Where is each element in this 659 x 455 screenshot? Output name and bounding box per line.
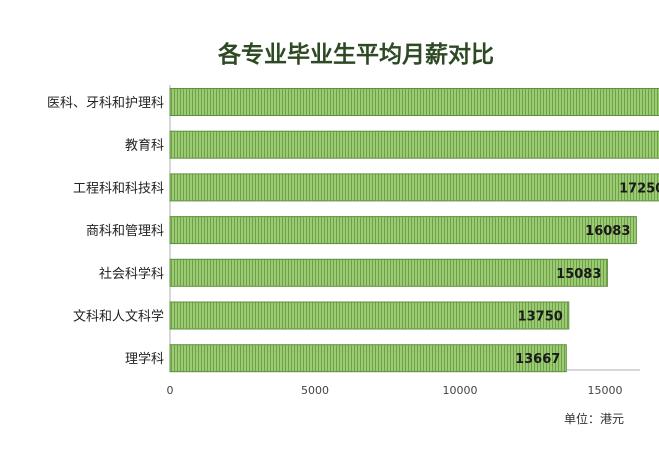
data-label: 15083: [556, 267, 601, 282]
category-label: 理学科: [125, 351, 164, 367]
category-label: 商科和管理科: [86, 224, 164, 239]
data-label: 13750: [518, 310, 563, 325]
bar: [169, 88, 659, 116]
category-label: 社会科学科: [99, 266, 164, 282]
bar: [169, 301, 570, 330]
bar: [169, 130, 659, 159]
data-label: 17250: [619, 181, 659, 196]
bar: [169, 258, 608, 287]
data-label: 16083: [585, 224, 630, 239]
unit-note: 单位：港元: [564, 411, 624, 426]
category-label: 文科和人文科学: [73, 309, 164, 325]
category-label: 工程科和科技科: [73, 181, 164, 196]
bar: [169, 216, 637, 245]
x-tick-label: 0: [167, 384, 174, 397]
value-labels: 31583210831725016083150831375013667: [515, 181, 659, 367]
x-tick-label: 5000: [301, 384, 329, 397]
chart-title: 各专业毕业生平均月薪对比: [217, 41, 494, 68]
data-label: 13667: [515, 352, 560, 367]
bars-group: [169, 88, 659, 373]
bar: [169, 173, 659, 202]
x-tick-label: 15000: [588, 384, 623, 397]
category-label: 教育科: [125, 138, 164, 154]
x-tick-labels: 050001000015000200002500030000: [167, 384, 623, 397]
bar: [169, 344, 567, 373]
category-label: 医科、牙科和护理科: [47, 96, 164, 111]
x-tick-label: 10000: [443, 384, 478, 397]
